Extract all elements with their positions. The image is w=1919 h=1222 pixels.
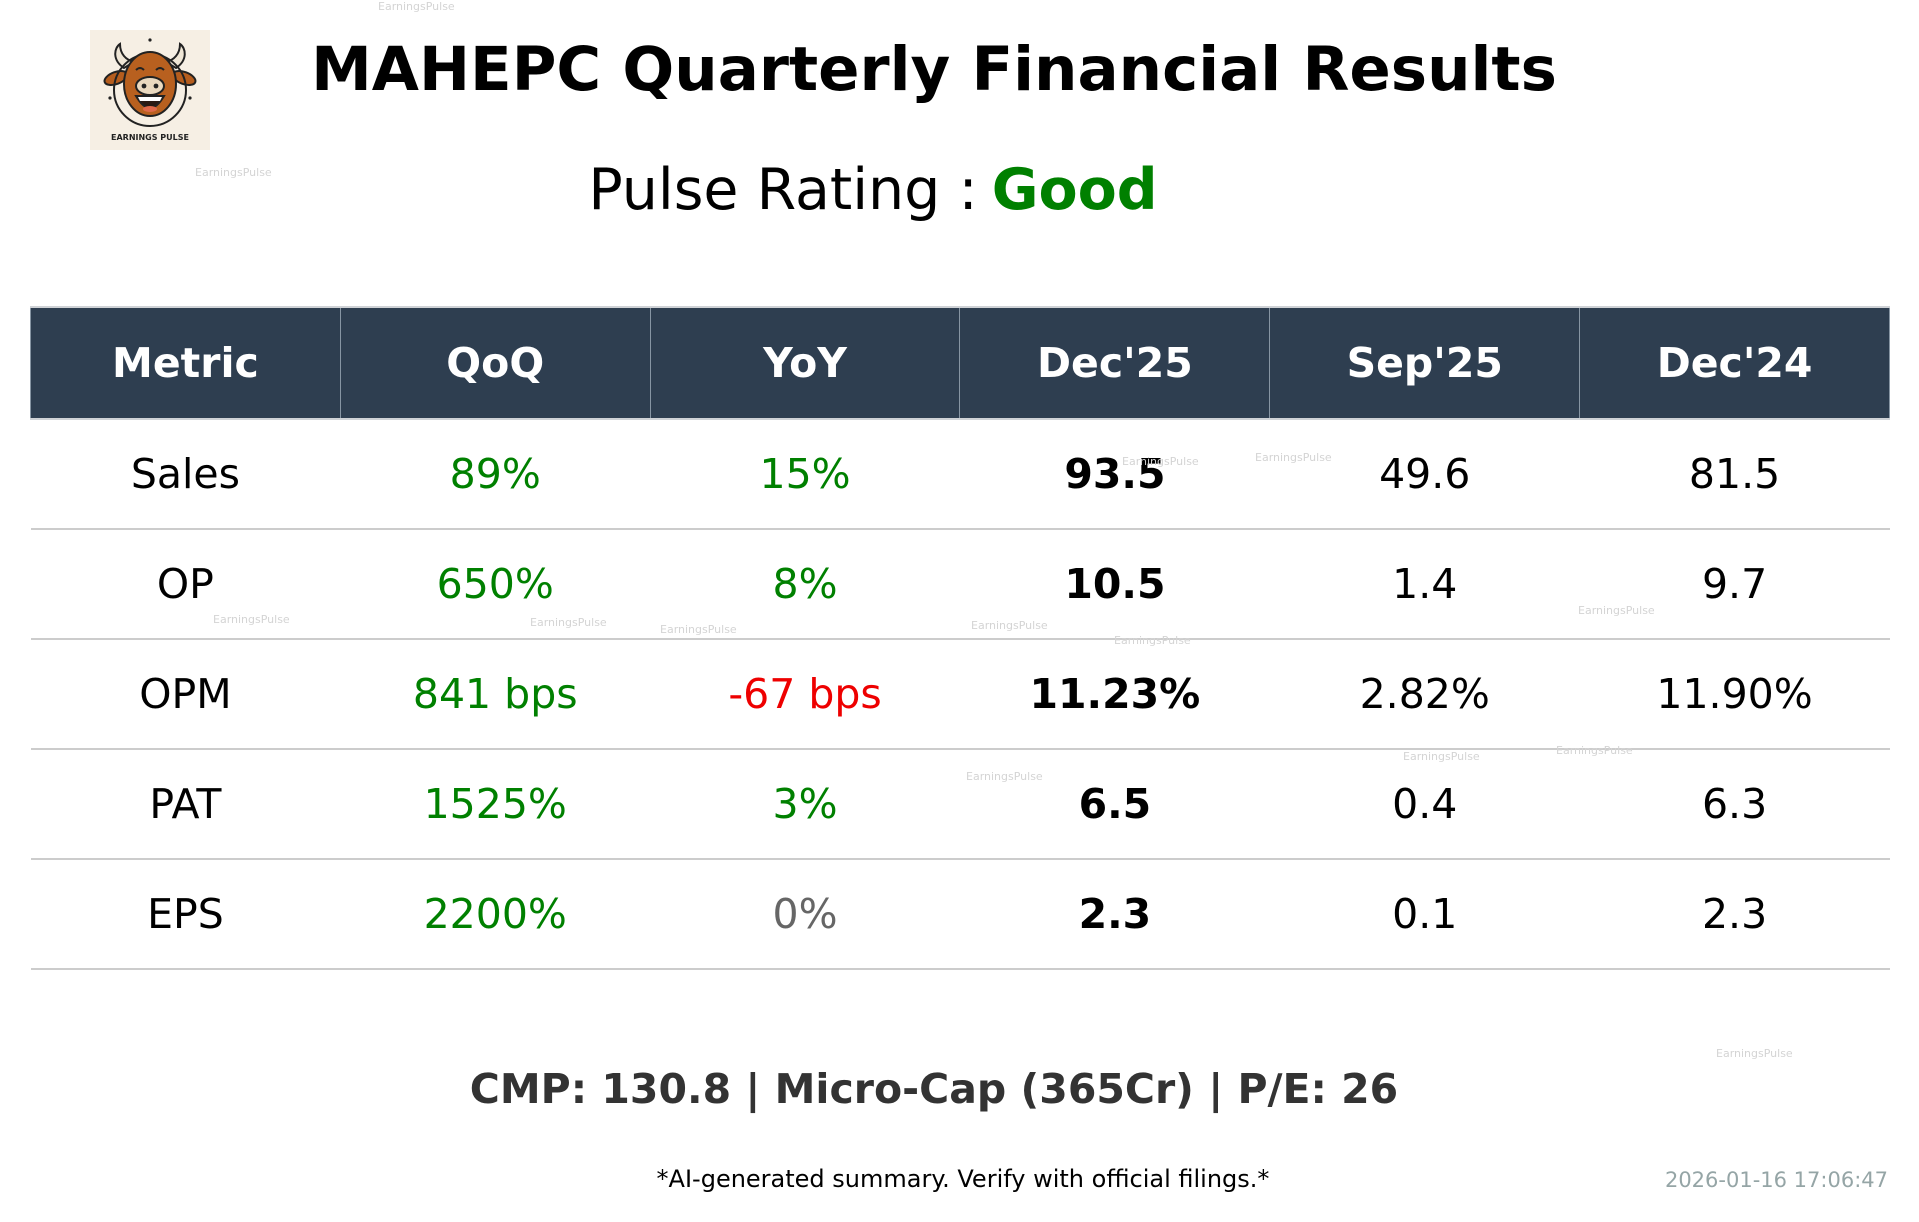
watermark-text: EarningsPulse — [530, 616, 607, 629]
column-header-dec24: Dec'24 — [1579, 306, 1890, 420]
column-header-metric: Metric — [30, 306, 341, 420]
qoq-cell: 841 bps — [340, 639, 651, 750]
dec24-cell: 6.3 — [1579, 749, 1890, 860]
sep25-cell: 49.6 — [1269, 419, 1580, 530]
watermark-text: EarningsPulse — [966, 770, 1043, 783]
table-header-row: Metric QoQ YoY Dec'25 Sep'25 Dec'24 — [30, 306, 1890, 420]
watermark-text: EarningsPulse — [1403, 750, 1480, 763]
sep25-cell: 2.82% — [1269, 639, 1580, 750]
sep25-cell: 0.1 — [1269, 859, 1580, 970]
generated-timestamp: 2026-01-16 17:06:47 — [1664, 1168, 1888, 1192]
bull-mascot-icon: EARNINGS PULSE — [90, 30, 210, 150]
pulse-rating-label: Pulse Rating : — [588, 157, 978, 223]
watermark-text: EarningsPulse — [213, 613, 290, 626]
metric-cell: PAT — [30, 749, 341, 860]
metric-cell: OPM — [30, 639, 341, 750]
column-header-dec25: Dec'25 — [959, 306, 1271, 420]
table-row: Sales 89% 15% 93.5 49.6 81.5 — [30, 419, 1890, 530]
dec25-cell: 93.5 — [959, 419, 1270, 530]
watermark-text: EarningsPulse — [1122, 455, 1199, 468]
sep25-cell: 1.4 — [1269, 529, 1580, 640]
page-title: MAHEPC Quarterly Financial Results — [311, 34, 1557, 105]
watermark-text: EarningsPulse — [1578, 604, 1655, 617]
dec24-cell: 11.90% — [1579, 639, 1890, 750]
dec25-cell: 11.23% — [959, 639, 1270, 750]
pulse-rating: Pulse Rating : Good — [0, 152, 1746, 228]
yoy-cell: 0% — [650, 859, 960, 970]
table-row: OPM 841 bps -67 bps 11.23% 2.82% 11.90% — [30, 639, 1890, 750]
metric-cell: EPS — [30, 859, 341, 970]
metric-cell: Sales — [30, 419, 341, 530]
pulse-rating-value: Good — [991, 157, 1158, 223]
qoq-cell: 1525% — [340, 749, 651, 860]
earnings-pulse-logo: EARNINGS PULSE — [90, 30, 210, 150]
qoq-cell: 89% — [340, 419, 651, 530]
watermark-text: EarningsPulse — [195, 166, 272, 179]
table-row: OP 650% 8% 10.5 1.4 9.7 — [30, 529, 1890, 640]
watermark-text: EarningsPulse — [1556, 744, 1633, 757]
yoy-cell: -67 bps — [650, 639, 960, 750]
results-table: Metric QoQ YoY Dec'25 Sep'25 Dec'24 Sale… — [30, 306, 1890, 970]
dec24-cell: 81.5 — [1579, 419, 1890, 530]
watermark-text: EarningsPulse — [378, 0, 455, 13]
dec24-cell: 9.7 — [1579, 529, 1890, 640]
qoq-cell: 2200% — [340, 859, 651, 970]
yoy-cell: 3% — [650, 749, 960, 860]
table-row: PAT 1525% 3% 6.5 0.4 6.3 — [30, 749, 1890, 860]
dec24-cell: 2.3 — [1579, 859, 1890, 970]
sep25-cell: 0.4 — [1269, 749, 1580, 860]
dec25-cell: 10.5 — [959, 529, 1270, 640]
market-summary-line: CMP: 130.8 | Micro-Cap (365Cr) | P/E: 26 — [469, 1065, 1399, 1113]
table-row: EPS 2200% 0% 2.3 0.1 2.3 — [30, 859, 1890, 970]
watermark-text: EarningsPulse — [1114, 634, 1191, 647]
dec25-cell: 6.5 — [959, 749, 1270, 860]
column-header-sep25: Sep'25 — [1269, 306, 1581, 420]
yoy-cell: 15% — [650, 419, 960, 530]
qoq-cell: 650% — [340, 529, 651, 640]
column-header-qoq: QoQ — [339, 306, 651, 420]
watermark-text: EarningsPulse — [1716, 1047, 1793, 1060]
metric-cell: OP — [30, 529, 341, 640]
watermark-text: EarningsPulse — [1255, 451, 1332, 464]
watermark-text: EarningsPulse — [660, 623, 737, 636]
dec25-cell: 2.3 — [959, 859, 1270, 970]
column-header-yoy: YoY — [649, 306, 961, 420]
yoy-cell: 8% — [650, 529, 960, 640]
watermark-text: EarningsPulse — [971, 619, 1048, 632]
ai-disclaimer: *AI-generated summary. Verify with offic… — [656, 1165, 1270, 1193]
svg-text:EARNINGS PULSE: EARNINGS PULSE — [111, 133, 189, 142]
